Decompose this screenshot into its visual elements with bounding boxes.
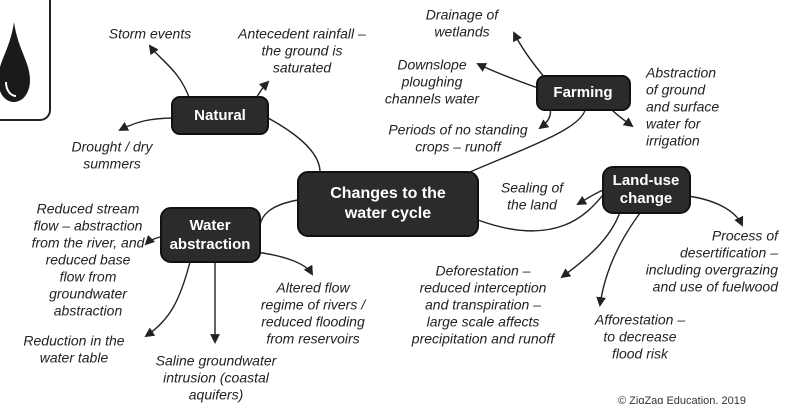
hub-label: Farming xyxy=(553,84,612,101)
leaf-label: and surface xyxy=(646,99,719,115)
leaf-label: Deforestation – xyxy=(436,263,531,279)
leaf-label: Process of xyxy=(712,228,780,244)
leaf-label: and transpiration – xyxy=(425,297,541,313)
hub-label: Water xyxy=(189,217,230,234)
leaf-label: of ground xyxy=(646,82,706,98)
hub-box xyxy=(160,207,261,263)
leaf-label: Abstraction xyxy=(645,65,716,81)
leaf-label: large scale affects xyxy=(427,314,540,330)
leaf-label: reduced flooding xyxy=(261,314,365,330)
leaf-label: reduced interception xyxy=(420,280,547,296)
leaf-label: reduced base xyxy=(46,252,131,268)
leaf-label: Periods of no standing xyxy=(388,122,528,138)
leaf-label: Sealing of xyxy=(501,180,565,196)
drop-highlight xyxy=(5,81,17,97)
leaf-label: saturated xyxy=(273,60,333,76)
leaf-label: aquifers) xyxy=(189,387,243,403)
leaf-label: Afforestation – xyxy=(594,312,685,328)
center-label: water cycle xyxy=(344,205,431,222)
leaf-label: water table xyxy=(40,350,109,366)
leaf-label: the ground is xyxy=(262,43,343,59)
leaf-label: flow – abstraction xyxy=(34,218,143,234)
leaf-label: Downslope xyxy=(397,57,466,73)
center-box xyxy=(297,171,479,237)
leaf-label: Antecedent rainfall – xyxy=(237,26,366,42)
leaf-label: precipitation and runoff xyxy=(411,331,557,347)
leaf-label: flow from xyxy=(60,269,117,285)
leaf-label: from the river, and xyxy=(32,235,146,251)
leaf-label: crops – runoff xyxy=(415,139,503,155)
leaf-label: desertification – xyxy=(680,245,778,261)
leaf-label: groundwater xyxy=(49,286,128,302)
leaf-label: irrigation xyxy=(646,133,700,149)
leaf-label: the land xyxy=(507,197,558,213)
leaf-label: Drainage of xyxy=(426,7,500,23)
leaf-label: from reservoirs xyxy=(266,331,359,347)
hub-label: Natural xyxy=(194,107,246,124)
hub-box xyxy=(171,96,269,135)
leaf-label: to decrease xyxy=(603,329,676,345)
hub-label: abstraction xyxy=(170,236,251,253)
leaf-label: including overgrazing xyxy=(646,262,779,278)
leaf-label: abstraction xyxy=(54,303,123,319)
leaf-label: Drought / dry xyxy=(72,139,154,155)
leaf-label: Storm events xyxy=(109,26,191,42)
leaf-label: summers xyxy=(83,156,141,172)
hub-box xyxy=(536,75,631,111)
leaf-label: ploughing xyxy=(401,74,463,90)
center-label: Changes to the xyxy=(330,185,446,202)
leaf-label: Reduction in the xyxy=(23,333,124,349)
leaf-label: Reduced stream xyxy=(37,201,140,217)
leaf-label: Saline groundwater xyxy=(156,353,278,369)
leaf-label: and use of fuelwood xyxy=(653,279,780,295)
hub-label: change xyxy=(620,190,673,207)
copyright: © ZigZag Education, 2019 xyxy=(618,395,746,404)
leaf-label: intrusion (coastal xyxy=(163,370,270,386)
leaf-label: regime of rivers / xyxy=(261,297,367,313)
leaf-label: wetlands xyxy=(434,24,489,40)
water-drop-icon xyxy=(0,22,30,102)
hub-box xyxy=(602,166,691,214)
leaf-label: water for xyxy=(646,116,702,132)
leaf-label: Altered flow xyxy=(275,280,350,296)
leaf-label: flood risk xyxy=(612,346,669,362)
leaf-label: channels water xyxy=(385,91,481,107)
hub-label: Land-use xyxy=(613,172,680,189)
